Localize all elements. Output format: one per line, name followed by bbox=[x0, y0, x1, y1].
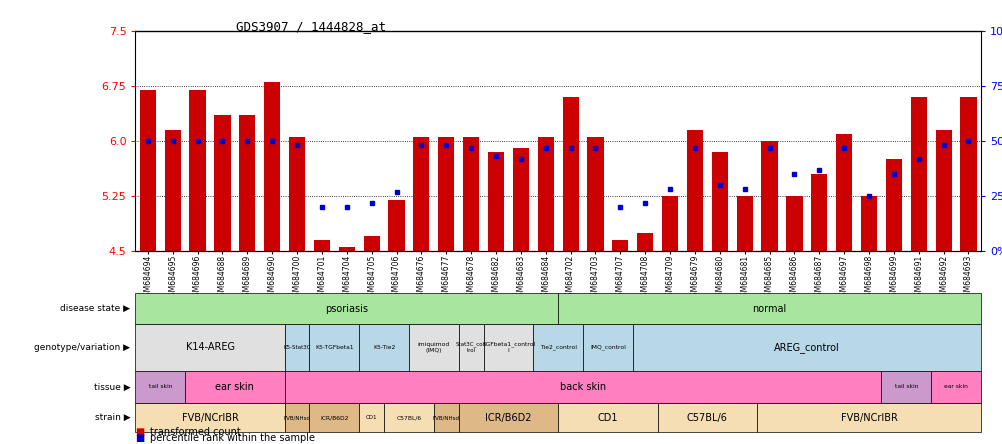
Text: ICR/B6D2: ICR/B6D2 bbox=[320, 415, 349, 420]
Bar bbox=[214, 115, 230, 251]
Text: psoriasis: psoriasis bbox=[325, 304, 368, 313]
Bar bbox=[164, 130, 180, 251]
Bar bbox=[611, 240, 628, 251]
Text: ■: ■ bbox=[135, 427, 144, 437]
Bar bbox=[537, 137, 553, 251]
Bar bbox=[363, 236, 380, 251]
Bar bbox=[910, 97, 926, 251]
Text: K5-TGFbeta1: K5-TGFbeta1 bbox=[315, 345, 354, 350]
Bar bbox=[487, 152, 504, 251]
Text: CD1: CD1 bbox=[366, 415, 377, 420]
Text: imiquimod
(IMQ): imiquimod (IMQ) bbox=[417, 342, 450, 353]
Text: strain ▶: strain ▶ bbox=[94, 413, 130, 422]
Text: tail skin: tail skin bbox=[894, 385, 917, 389]
Bar bbox=[636, 233, 652, 251]
Bar bbox=[289, 137, 305, 251]
Bar bbox=[960, 97, 976, 251]
Bar bbox=[189, 90, 205, 251]
Text: AREG_control: AREG_control bbox=[774, 342, 839, 353]
Bar bbox=[264, 83, 280, 251]
Text: K14-AREG: K14-AREG bbox=[185, 342, 234, 353]
Bar bbox=[388, 200, 404, 251]
Text: GDS3907 / 1444828_at: GDS3907 / 1444828_at bbox=[235, 20, 386, 33]
Bar bbox=[711, 152, 727, 251]
Text: transformed count: transformed count bbox=[150, 427, 240, 437]
Text: K5-Stat3C: K5-Stat3C bbox=[283, 345, 311, 350]
Bar bbox=[885, 159, 901, 251]
Bar bbox=[686, 130, 702, 251]
Text: normal: normal bbox=[752, 304, 786, 313]
Text: back skin: back skin bbox=[559, 382, 605, 392]
Bar bbox=[562, 97, 578, 251]
Bar bbox=[438, 137, 454, 251]
Text: IMQ_control: IMQ_control bbox=[589, 345, 625, 350]
Bar bbox=[935, 130, 951, 251]
Text: FVB/NCrIBR: FVB/NCrIBR bbox=[181, 412, 238, 423]
Text: ear skin: ear skin bbox=[215, 382, 255, 392]
Text: tissue ▶: tissue ▶ bbox=[93, 382, 130, 392]
Bar bbox=[339, 247, 355, 251]
Bar bbox=[661, 196, 677, 251]
Bar bbox=[786, 196, 802, 251]
Bar bbox=[836, 134, 852, 251]
Bar bbox=[811, 174, 827, 251]
Text: Tie2_control: Tie2_control bbox=[539, 345, 576, 350]
Text: C57BL/6: C57BL/6 bbox=[396, 415, 421, 420]
Bar bbox=[139, 90, 155, 251]
Bar bbox=[860, 196, 876, 251]
Text: FVB/NHsd: FVB/NHsd bbox=[432, 415, 459, 420]
Bar bbox=[463, 137, 479, 251]
Text: TGFbeta1_control
l: TGFbeta1_control l bbox=[481, 342, 534, 353]
Bar bbox=[413, 137, 429, 251]
Text: ear skin: ear skin bbox=[943, 385, 967, 389]
Text: percentile rank within the sample: percentile rank within the sample bbox=[150, 433, 316, 443]
Bar bbox=[512, 148, 528, 251]
Text: FVB/NHsd: FVB/NHsd bbox=[284, 415, 311, 420]
Bar bbox=[314, 240, 330, 251]
Text: K5-Tie2: K5-Tie2 bbox=[373, 345, 395, 350]
Text: ICR/B6D2: ICR/B6D2 bbox=[485, 412, 531, 423]
Text: Stat3C_con
trol: Stat3C_con trol bbox=[455, 342, 486, 353]
Text: genotype/variation ▶: genotype/variation ▶ bbox=[34, 343, 130, 352]
Text: CD1: CD1 bbox=[597, 412, 617, 423]
Text: ■: ■ bbox=[135, 433, 144, 443]
Bar bbox=[761, 141, 777, 251]
Bar bbox=[587, 137, 603, 251]
Text: tail skin: tail skin bbox=[148, 385, 172, 389]
Bar bbox=[735, 196, 753, 251]
Bar bbox=[239, 115, 256, 251]
Text: FVB/NCrIBR: FVB/NCrIBR bbox=[840, 412, 897, 423]
Text: disease state ▶: disease state ▶ bbox=[60, 304, 130, 313]
Text: C57BL/6: C57BL/6 bbox=[686, 412, 727, 423]
